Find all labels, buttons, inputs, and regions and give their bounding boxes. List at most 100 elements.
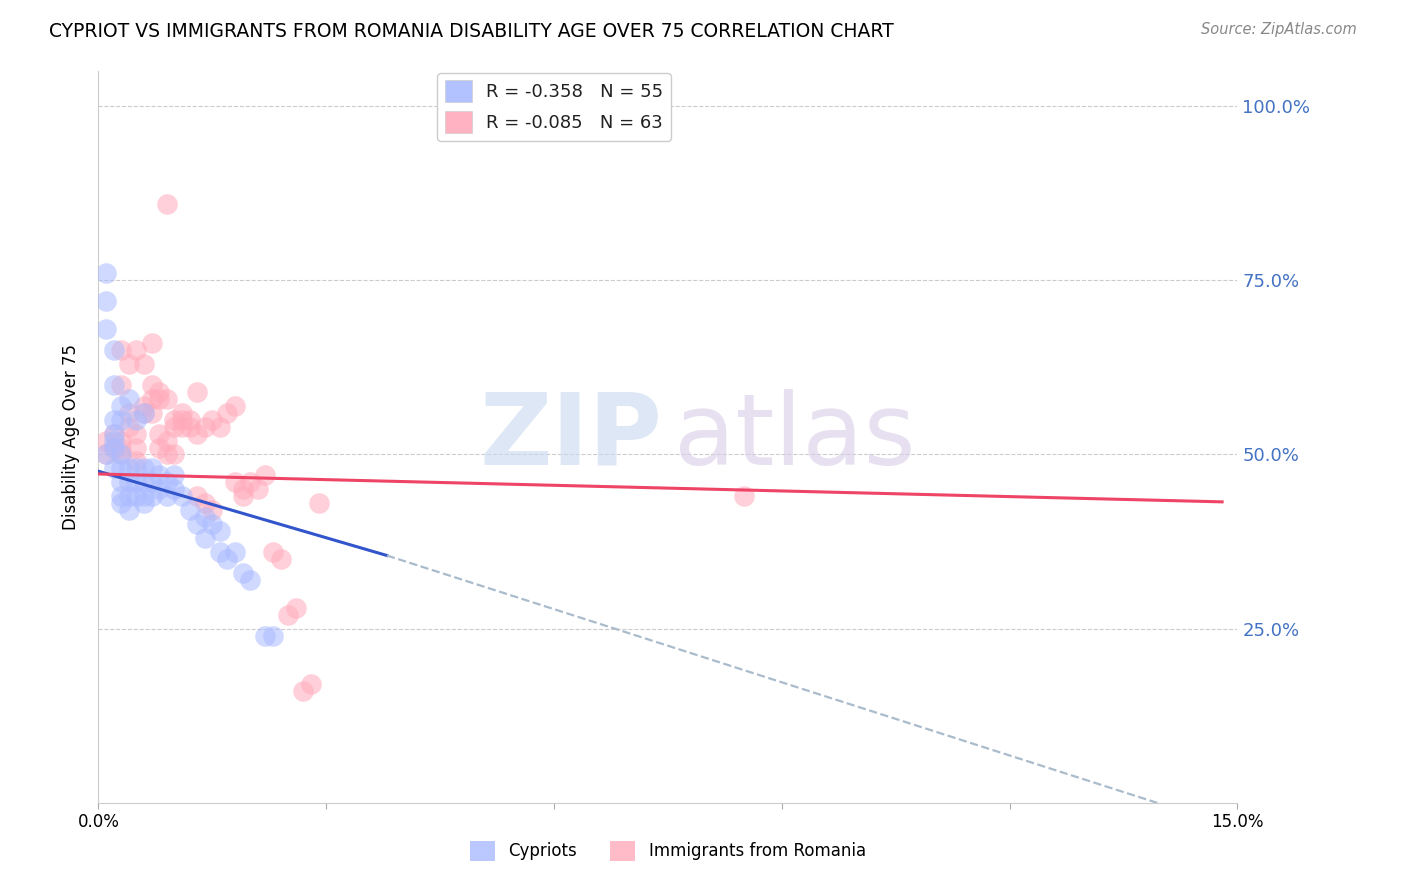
Point (224, 399, 246, 413)
Point (141, 489, 163, 503)
Point (110, 343, 132, 357)
Point (110, 496, 132, 510)
Point (94, 294, 117, 309)
Point (118, 392, 141, 406)
Point (103, 461, 125, 475)
Point (163, 448, 186, 462)
Point (148, 392, 170, 406)
Point (141, 475, 163, 490)
Point (110, 475, 132, 490)
Point (125, 412, 148, 426)
Point (733, 489, 755, 503)
Point (254, 468, 277, 483)
Point (186, 489, 208, 503)
Point (170, 412, 193, 426)
Point (118, 461, 141, 475)
Point (141, 336, 163, 351)
Point (201, 412, 224, 426)
Point (239, 573, 262, 587)
Point (179, 412, 201, 426)
Point (125, 441, 148, 455)
Point (194, 510, 217, 524)
Point (156, 434, 179, 448)
Point (110, 441, 132, 455)
Point (110, 489, 132, 503)
Point (110, 448, 132, 462)
Point (118, 357, 141, 371)
Point (232, 566, 254, 580)
Point (118, 503, 141, 517)
Point (125, 426, 148, 441)
Point (94, 448, 117, 462)
Point (163, 412, 186, 426)
Point (132, 399, 155, 413)
Point (270, 552, 292, 566)
Point (262, 545, 284, 559)
Point (132, 496, 155, 510)
Point (179, 503, 201, 517)
Point (103, 441, 125, 455)
Point (94, 322, 117, 336)
Point (239, 475, 262, 490)
Point (148, 441, 170, 455)
Point (103, 426, 125, 441)
Point (125, 343, 148, 357)
Point (118, 406, 141, 420)
Point (103, 434, 125, 448)
Point (186, 426, 208, 441)
Point (208, 524, 231, 538)
Point (163, 419, 186, 434)
Legend: Cypriots, Immigrants from Romania: Cypriots, Immigrants from Romania (463, 834, 873, 868)
Point (299, 677, 322, 691)
Point (118, 475, 141, 490)
Point (110, 461, 132, 475)
Point (208, 419, 231, 434)
Point (103, 426, 125, 441)
Point (132, 406, 155, 420)
Point (232, 489, 254, 503)
Point (170, 489, 193, 503)
Point (246, 483, 269, 497)
Point (148, 384, 170, 399)
Point (308, 496, 330, 510)
Point (201, 517, 224, 532)
Point (224, 475, 246, 490)
Point (156, 448, 179, 462)
Point (110, 448, 132, 462)
Point (277, 607, 299, 622)
Point (217, 406, 239, 420)
Point (118, 489, 141, 503)
Point (148, 468, 170, 483)
Point (110, 412, 132, 426)
Point (148, 426, 170, 441)
Point (163, 483, 186, 497)
Point (224, 545, 246, 559)
Point (141, 406, 163, 420)
Point (125, 489, 148, 503)
Point (132, 489, 155, 503)
Point (103, 377, 125, 392)
Text: Source: ZipAtlas.com: Source: ZipAtlas.com (1201, 22, 1357, 37)
Text: atlas: atlas (673, 389, 915, 485)
Point (110, 434, 132, 448)
Point (125, 461, 148, 475)
Point (118, 419, 141, 434)
Point (194, 496, 217, 510)
Point (141, 461, 163, 475)
Point (103, 412, 125, 426)
Point (156, 475, 179, 490)
Point (163, 468, 186, 483)
Point (208, 545, 231, 559)
Point (132, 461, 155, 475)
Point (201, 503, 224, 517)
Y-axis label: Disability Age Over 75: Disability Age Over 75 (62, 344, 80, 530)
Point (125, 454, 148, 468)
Point (170, 419, 193, 434)
Point (156, 489, 179, 503)
Point (186, 384, 208, 399)
Point (179, 419, 201, 434)
Point (103, 343, 125, 357)
Text: CYPRIOT VS IMMIGRANTS FROM ROMANIA DISABILITY AGE OVER 75 CORRELATION CHART: CYPRIOT VS IMMIGRANTS FROM ROMANIA DISAB… (49, 22, 894, 41)
Point (284, 600, 307, 615)
Point (125, 475, 148, 490)
